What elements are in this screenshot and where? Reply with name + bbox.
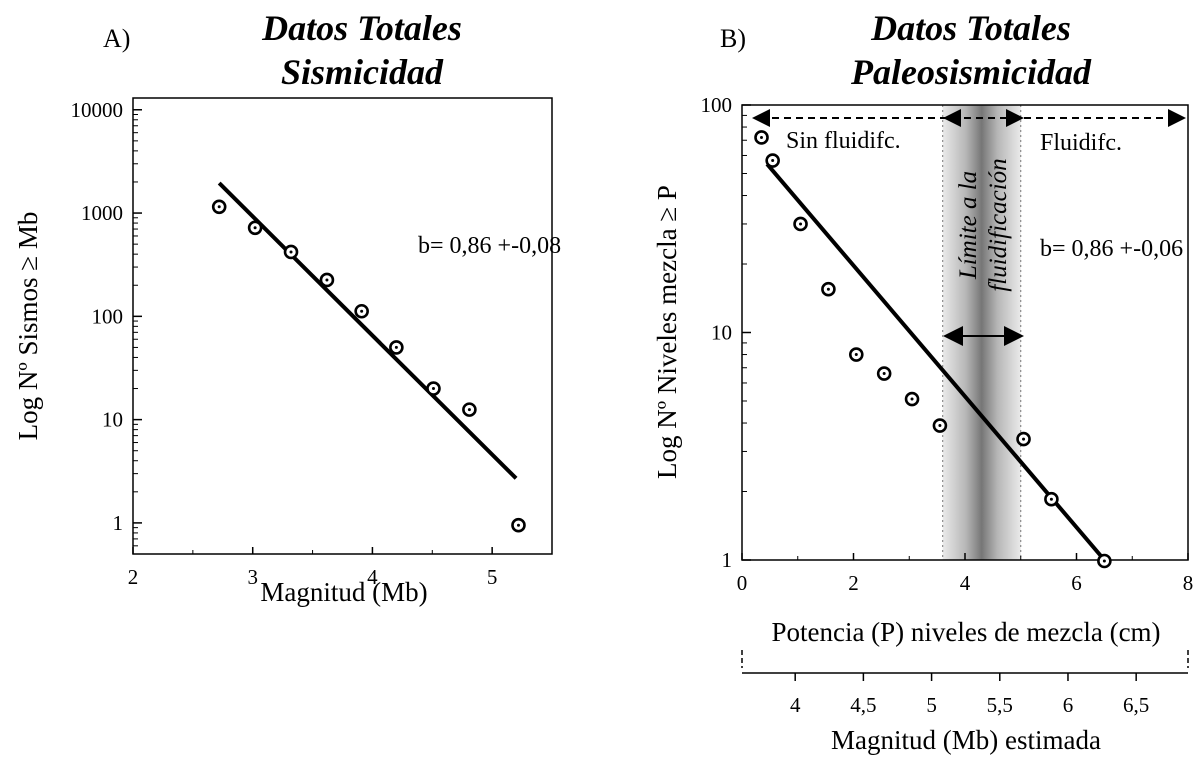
panel-b-axes: 0 2 4 6 8 1 10 100 (701, 93, 1194, 595)
secondary-x-tick-label: 5 (926, 693, 937, 717)
secondary-x-tick-label: 5,5 (987, 693, 1013, 717)
band-mid-arrow-right (1004, 326, 1024, 346)
y-tick-label: 100 (92, 304, 124, 328)
panel-a-plot-frame (132, 97, 553, 555)
panel-a-title-line2: Sismicidad (281, 52, 444, 92)
band-top-arrow-right (1006, 109, 1024, 127)
data-point-center (289, 250, 293, 254)
data-point-center (854, 353, 858, 357)
y-tick-label: 100 (701, 93, 733, 117)
data-point-center (760, 135, 764, 139)
data-point-center (516, 523, 520, 527)
panel-a-data-points (211, 199, 526, 533)
x-tick-label: 3 (247, 565, 258, 589)
y-tick-label: 1000 (81, 201, 123, 225)
data-point-center (467, 408, 471, 412)
band-top-arrow-left (943, 109, 961, 127)
region-label-right: Fluidifc. (1040, 130, 1122, 156)
data-point-center (1049, 497, 1053, 501)
x-tick-label: 2 (128, 565, 139, 589)
panel-a-x-axis-label: Magnitud (Mb) (260, 577, 427, 607)
band-label-line2: fluidificación (985, 158, 1012, 291)
secondary-x-tick-label: 6,5 (1123, 693, 1149, 717)
top-arrow-right-head (1168, 109, 1186, 127)
data-point-center (1102, 559, 1106, 563)
secondary-axis-label: Magnitud (Mb) estimada (831, 725, 1101, 755)
x-tick-label: 4 (960, 571, 971, 595)
panel-b-data-points (754, 130, 1112, 569)
x-tick-label: 0 (737, 571, 748, 595)
secondary-x-tick-label: 4 (790, 693, 801, 717)
y-tick-label: 10 (102, 408, 123, 432)
panel-a-label: A) (103, 24, 130, 53)
panel-a-b-value: b= 0,86 +-0,08 (418, 233, 561, 259)
panel-a: A) Datos Totales Sismicidad 2 3 4 5 1 10 100 10… (13, 8, 561, 607)
secondary-axis-ticks: 4 4,5 5 5,5 6 6,5 (790, 673, 1149, 717)
secondary-x-tick-label: 6 (1063, 693, 1074, 717)
data-point-center (360, 309, 364, 313)
data-point-center (253, 226, 257, 230)
panel-b-label: B) (720, 24, 746, 53)
y-tick-label: 10000 (71, 98, 124, 122)
data-point-center (882, 372, 886, 376)
data-point-center (910, 397, 914, 401)
data-point-center (394, 345, 398, 349)
band-mid-arrow-left (943, 326, 963, 346)
data-point-center (799, 222, 803, 226)
x-tick-label: 4 (367, 565, 378, 589)
panel-a-fit-line (217, 181, 518, 480)
panel-b-b-value: b= 0,86 +-0,06 (1040, 236, 1183, 262)
x-tick-label: 8 (1183, 571, 1194, 595)
data-point-center (1022, 437, 1026, 441)
data-point-center (938, 424, 942, 428)
y-tick-label: 1 (113, 511, 124, 535)
panel-b-title-line1: Datos Totales (870, 8, 1071, 48)
x-tick-label: 2 (848, 571, 859, 595)
panel-b-x-axis-label: Potencia (P) niveles de mezcla (cm) (771, 617, 1160, 647)
y-tick-label: 1 (722, 548, 733, 572)
panel-b-y-axis-label: Log Nº Niveles mezcla ≥ P (652, 185, 682, 479)
data-point-center (771, 159, 775, 163)
x-tick-label: 5 (487, 565, 498, 589)
panel-a-title-line1: Datos Totales (261, 8, 462, 48)
data-point-center (826, 287, 830, 291)
panel-b: B) Datos Totales Paleosismicidad 0 2 4 6 8 1 1… (652, 8, 1193, 755)
region-label-left: Sin fluidifc. (786, 128, 901, 154)
band-label-line1: Límite a la (955, 171, 982, 280)
data-point-center (325, 278, 329, 282)
data-point-center (431, 387, 435, 391)
panel-a-y-axis-label: Log Nº Sismos ≥ Mb (13, 212, 43, 441)
panel-b-title-line2: Paleosismicidad (850, 52, 1092, 92)
data-point-center (217, 205, 221, 209)
x-tick-label: 6 (1071, 571, 1082, 595)
panel-a-axes: 2 3 4 5 1 10 100 1000 10000 (71, 98, 553, 589)
y-tick-label: 10 (711, 321, 732, 345)
top-arrow-left-head (752, 109, 770, 127)
secondary-x-tick-label: 4,5 (850, 693, 876, 717)
